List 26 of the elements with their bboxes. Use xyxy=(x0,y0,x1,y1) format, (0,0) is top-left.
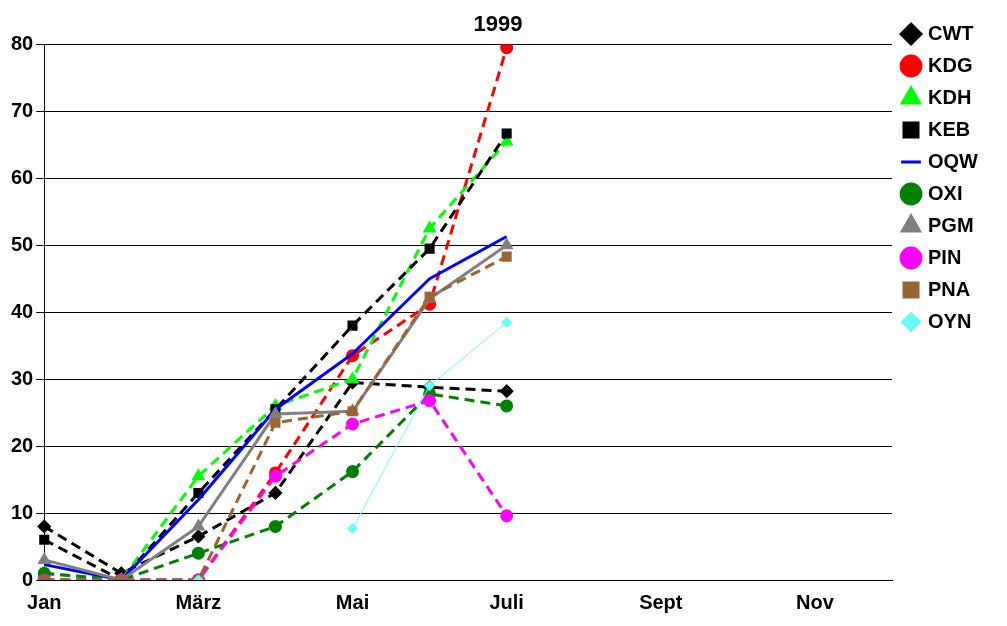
y-tick-label: 80 xyxy=(11,31,34,54)
legend-label: KDH xyxy=(928,85,972,108)
legend-label: KEB xyxy=(928,117,971,140)
x-tick-label: Jan xyxy=(27,590,62,613)
y-tick-label: 20 xyxy=(11,433,34,456)
y-tick-label: 0 xyxy=(22,567,34,590)
x-tick-label: Nov xyxy=(796,590,835,613)
y-tick-label: 10 xyxy=(11,500,34,523)
y-tick-label: 70 xyxy=(11,98,34,121)
x-tick-label: Mai xyxy=(335,590,370,613)
legend-label: OYN xyxy=(928,309,972,332)
x-tick-label: Juli xyxy=(489,590,524,613)
y-tick-label: 60 xyxy=(11,165,34,188)
y-tick-label: 50 xyxy=(11,232,34,255)
legend-label: OQW xyxy=(928,149,979,172)
legend-label: CWT xyxy=(928,21,974,44)
legend-label: OXI xyxy=(928,181,963,204)
legend-label: PIN xyxy=(928,245,962,268)
x-tick-label: März xyxy=(175,590,222,613)
chart-title: 1999 xyxy=(473,11,523,37)
legend-label: KDG xyxy=(928,53,973,76)
y-tick-label: 30 xyxy=(11,366,34,389)
legend-label: PNA xyxy=(928,277,971,300)
x-tick-label: Sept xyxy=(639,590,683,613)
y-tick-label: 40 xyxy=(11,299,34,322)
legend-label: PGM xyxy=(928,213,974,236)
